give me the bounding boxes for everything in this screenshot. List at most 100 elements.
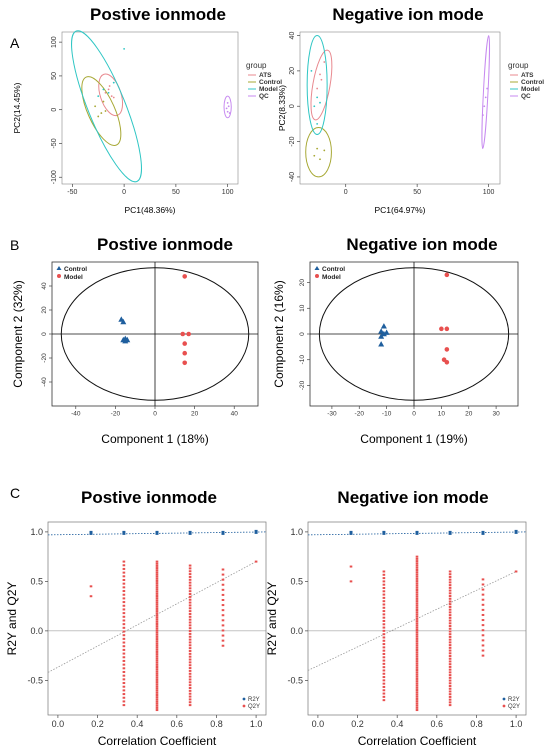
point-control	[319, 158, 321, 161]
point-q2y	[415, 680, 419, 683]
point-q2y	[188, 655, 192, 658]
point-control	[104, 110, 107, 112]
point-q2y	[415, 571, 419, 574]
point-q2y	[448, 625, 452, 628]
point-q2y	[122, 608, 126, 611]
point-q2y	[448, 570, 452, 573]
point-q2y	[415, 671, 419, 674]
ellipse-qc	[481, 35, 490, 150]
ellipse-model	[71, 30, 142, 183]
point-q2y	[415, 588, 419, 591]
point-q2y	[349, 565, 353, 568]
point-q2y	[188, 624, 192, 627]
y-tick-label: 0.0	[290, 626, 303, 636]
point-model	[444, 326, 450, 332]
point-q2y	[415, 624, 419, 627]
y-axis-label: PC2(14.45%)	[12, 82, 22, 133]
point-q2y	[155, 709, 159, 712]
legend-label: Model	[259, 86, 278, 93]
pca-negative-chart: Negative ion mode 0 50 100 -40 -20 0 20 40 PC1(64…	[277, 5, 544, 215]
point-q2y	[155, 689, 159, 692]
point-q2y	[155, 582, 159, 585]
y-tick-label: 0.5	[290, 576, 303, 586]
point-model	[107, 91, 110, 94]
point-q2y	[415, 700, 419, 703]
point-q2y	[415, 686, 419, 689]
y-tick-label: 40	[289, 32, 296, 40]
x-tick-label: 30	[492, 411, 500, 418]
x-tick-label: 0.2	[91, 719, 104, 729]
point-q2y	[448, 668, 452, 671]
point-r2y	[448, 530, 452, 535]
point-q2y	[155, 691, 159, 694]
legend-title: group	[508, 61, 529, 70]
point-q2y	[415, 682, 419, 685]
point-q2y	[382, 626, 386, 629]
x-tick-label: 40	[231, 411, 239, 418]
point-q2y	[415, 655, 419, 658]
point-q2y	[155, 646, 159, 649]
legend-label: Control	[521, 79, 544, 86]
point-qc	[228, 112, 231, 114]
point-q2y	[448, 704, 452, 707]
point-q2y	[415, 677, 419, 680]
point-r2y	[382, 530, 386, 535]
point-q2y	[415, 631, 419, 634]
y-tick-label: -100	[51, 170, 58, 184]
point-q2y	[188, 638, 192, 641]
point-q2y	[448, 614, 452, 617]
y-axis-label: R2Y and Q2Y	[5, 582, 19, 656]
point-q2y	[382, 649, 386, 652]
point-q2y	[122, 693, 126, 696]
plot-frame	[299, 31, 501, 185]
point-q2y	[188, 581, 192, 584]
legend-label: QC	[521, 93, 531, 100]
point-r2y	[415, 530, 419, 535]
point-q2y	[448, 693, 452, 696]
point-q2y	[448, 600, 452, 603]
y-tick-label: 0	[299, 332, 306, 336]
legend-label: Control	[259, 79, 282, 86]
point-q2y	[122, 634, 126, 637]
point-q2y	[155, 659, 159, 662]
x-tick-label: 0.4	[391, 719, 404, 729]
point-q2y	[188, 695, 192, 698]
point-q2y	[415, 597, 419, 600]
y-axis-label: Component 2 (16%)	[272, 280, 286, 387]
plsda-positive-chart: Postive ionmode -40 -20 0 20 40 -40 -20 0 20 40 Com…	[11, 235, 259, 446]
point-q2y	[415, 697, 419, 700]
point-q2y	[188, 612, 192, 615]
point-q2y	[415, 555, 419, 558]
point-q2y	[155, 672, 159, 675]
point-model	[186, 331, 191, 337]
y-tick-label: 20	[299, 279, 306, 287]
point-r2y	[122, 530, 126, 535]
point-q2y	[155, 644, 159, 647]
point-control	[383, 329, 390, 335]
point-q2y	[382, 659, 386, 662]
point-q2y	[188, 598, 192, 601]
point-q2y	[415, 604, 419, 607]
point-q2y	[188, 701, 192, 704]
point-q2y	[122, 663, 126, 666]
chart-title: Negative ion mode	[332, 5, 483, 24]
point-model	[444, 272, 450, 278]
point-q2y	[188, 610, 192, 613]
legend-label: Control	[64, 266, 87, 273]
point-q2y	[89, 585, 93, 588]
legend-key-r2y	[242, 697, 246, 701]
point-q2y	[188, 692, 192, 695]
point-q2y	[122, 648, 126, 651]
legend-key-control	[314, 266, 320, 270]
point-q2y	[382, 679, 386, 682]
point-q2y	[122, 678, 126, 681]
legend-label: Model	[521, 86, 540, 93]
y-tick-label: 50	[51, 72, 58, 80]
point-q2y	[448, 622, 452, 625]
point-q2y	[188, 573, 192, 576]
x-axis-label: PC1(64.97%)	[374, 205, 425, 215]
point-q2y	[382, 676, 386, 679]
x-axis-label: Component 1 (18%)	[101, 432, 208, 446]
point-q2y	[188, 698, 192, 701]
point-model	[182, 360, 188, 366]
